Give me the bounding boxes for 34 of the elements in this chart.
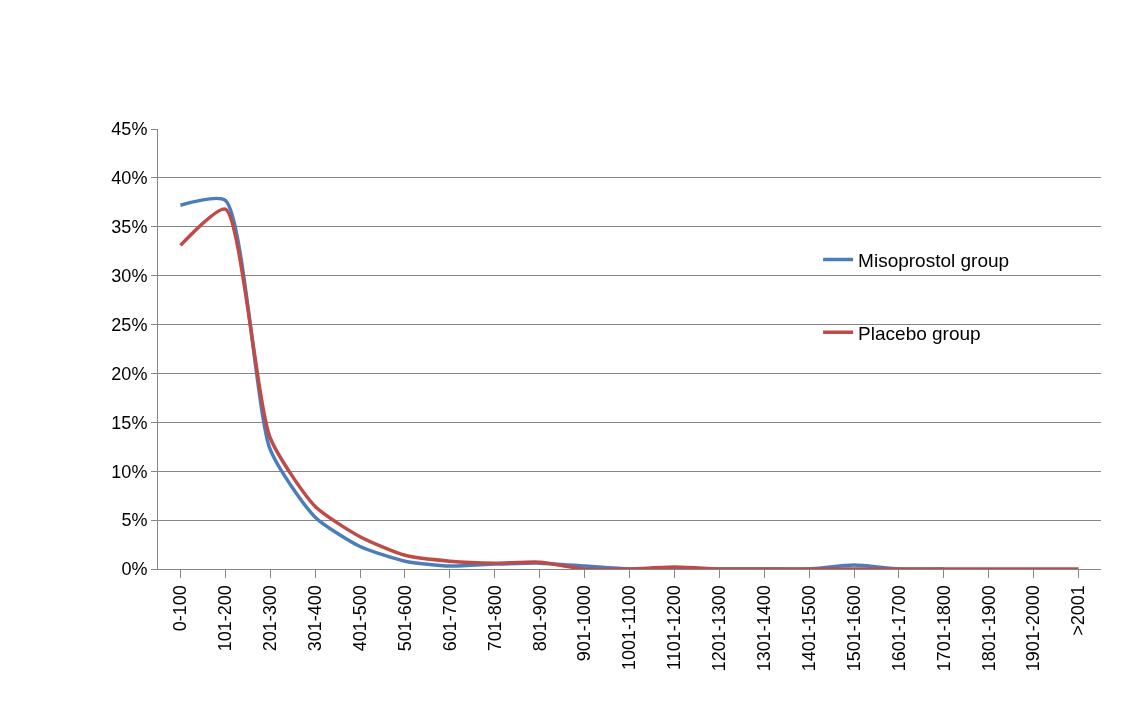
x-tick-label: 101-200	[215, 585, 236, 652]
x-tick-label: 1701-1800	[933, 585, 954, 672]
y-tick-label: 25%	[111, 314, 148, 335]
y-tick-label: 5%	[121, 510, 148, 531]
y-tick-label: 45%	[111, 119, 148, 140]
x-tick-label: 1301-1400	[754, 585, 775, 672]
x-tick-label: 501-600	[394, 585, 415, 652]
y-tick-label: 35%	[111, 217, 148, 238]
y-tick-label: 30%	[111, 265, 148, 286]
x-tick-label: 601-700	[439, 585, 460, 652]
y-tick-label: 20%	[111, 363, 148, 384]
x-tick-label: 1601-1700	[888, 585, 909, 672]
x-tick-label: 1901-2000	[1023, 585, 1044, 672]
x-tick-label: 701-800	[484, 585, 505, 652]
x-tick-label: 1201-1300	[709, 585, 730, 672]
x-tick-label: 0-100	[170, 585, 191, 632]
x-tick-label: 1501-1600	[843, 585, 864, 672]
x-tick-label: >2001	[1068, 585, 1089, 636]
y-tick-label: 10%	[111, 461, 148, 482]
x-tick-label: 201-300	[260, 585, 281, 652]
x-tick-label: 1801-1900	[978, 585, 999, 672]
x-tick-label: 1001-1100	[619, 585, 640, 670]
y-tick-label: 15%	[111, 412, 148, 433]
legend-label: Placebo group	[858, 322, 981, 344]
legend-label: Misoprostol group	[858, 249, 1010, 271]
x-tick-label: 301-400	[305, 585, 326, 652]
x-tick-label: 1401-1500	[798, 585, 819, 672]
line-series	[178, 207, 1081, 569]
x-tick-label: 1101-1200	[664, 585, 685, 670]
x-tick-label: 901-1000	[574, 585, 595, 662]
y-tick-label: 40%	[111, 168, 148, 189]
x-tick-label: 801-900	[529, 585, 550, 652]
x-tick-label: 401-500	[349, 585, 370, 652]
y-tick-label: 0%	[121, 559, 148, 580]
